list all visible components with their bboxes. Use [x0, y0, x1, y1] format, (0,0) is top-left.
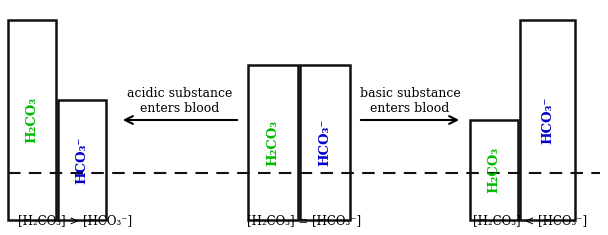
Text: basic substance
enters blood: basic substance enters blood	[359, 87, 460, 115]
Text: H₂CO₃: H₂CO₃	[266, 119, 280, 166]
Text: [H₂CO₃] < [HCO₃⁻]: [H₂CO₃] < [HCO₃⁻]	[473, 214, 587, 227]
Text: H₂CO₃: H₂CO₃	[26, 97, 38, 143]
Bar	[8, 20, 56, 220]
Text: [H₂CO₃] = [HCO₃⁻]: [H₂CO₃] = [HCO₃⁻]	[247, 214, 361, 227]
Text: [H₂CO₃] > [HCO₃⁻]: [H₂CO₃] > [HCO₃⁻]	[18, 214, 132, 227]
Text: HCO₃⁻: HCO₃⁻	[319, 119, 331, 166]
Bar	[58, 100, 106, 220]
Bar	[248, 65, 298, 220]
Bar	[520, 20, 575, 220]
Bar	[300, 65, 350, 220]
Text: HCO₃⁻: HCO₃⁻	[541, 96, 554, 144]
Bar	[470, 120, 518, 220]
Text: H₂CO₃: H₂CO₃	[488, 147, 500, 193]
Text: HCO₃⁻: HCO₃⁻	[75, 136, 89, 184]
Text: acidic substance
enters blood: acidic substance enters blood	[127, 87, 233, 115]
